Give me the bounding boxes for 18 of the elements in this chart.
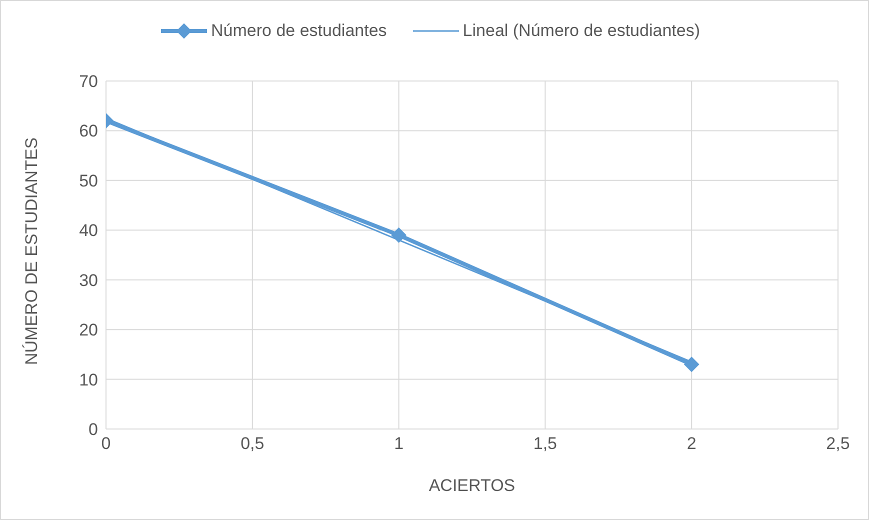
x-tick-label: 2 (686, 434, 696, 454)
x-tick-label: 0 (101, 434, 111, 454)
y-tick-label: 20 (79, 320, 98, 340)
y-tick-label: 40 (79, 221, 98, 240)
x-tick-label: 0,5 (240, 434, 264, 454)
y-tick-label: 60 (79, 122, 98, 141)
y-tick-label: 10 (79, 370, 98, 390)
legend-label: Número de estudiantes (211, 21, 387, 41)
y-tick-label: 50 (79, 171, 98, 190)
x-axis-title: ACIERTOS (428, 476, 516, 495)
y-tick-label: 70 (79, 72, 98, 92)
legend-label: Lineal (Número de estudiantes) (462, 21, 700, 41)
y-tick-label: 30 (79, 270, 98, 290)
x-tick-label: 1,5 (533, 434, 558, 454)
x-tick-label: 2,5 (826, 434, 850, 454)
y-axis-title: NÚMERO DE ESTUDIANTES (22, 137, 42, 365)
x-tick-label: 1 (394, 434, 404, 454)
y-tick-label: 0 (88, 420, 98, 440)
